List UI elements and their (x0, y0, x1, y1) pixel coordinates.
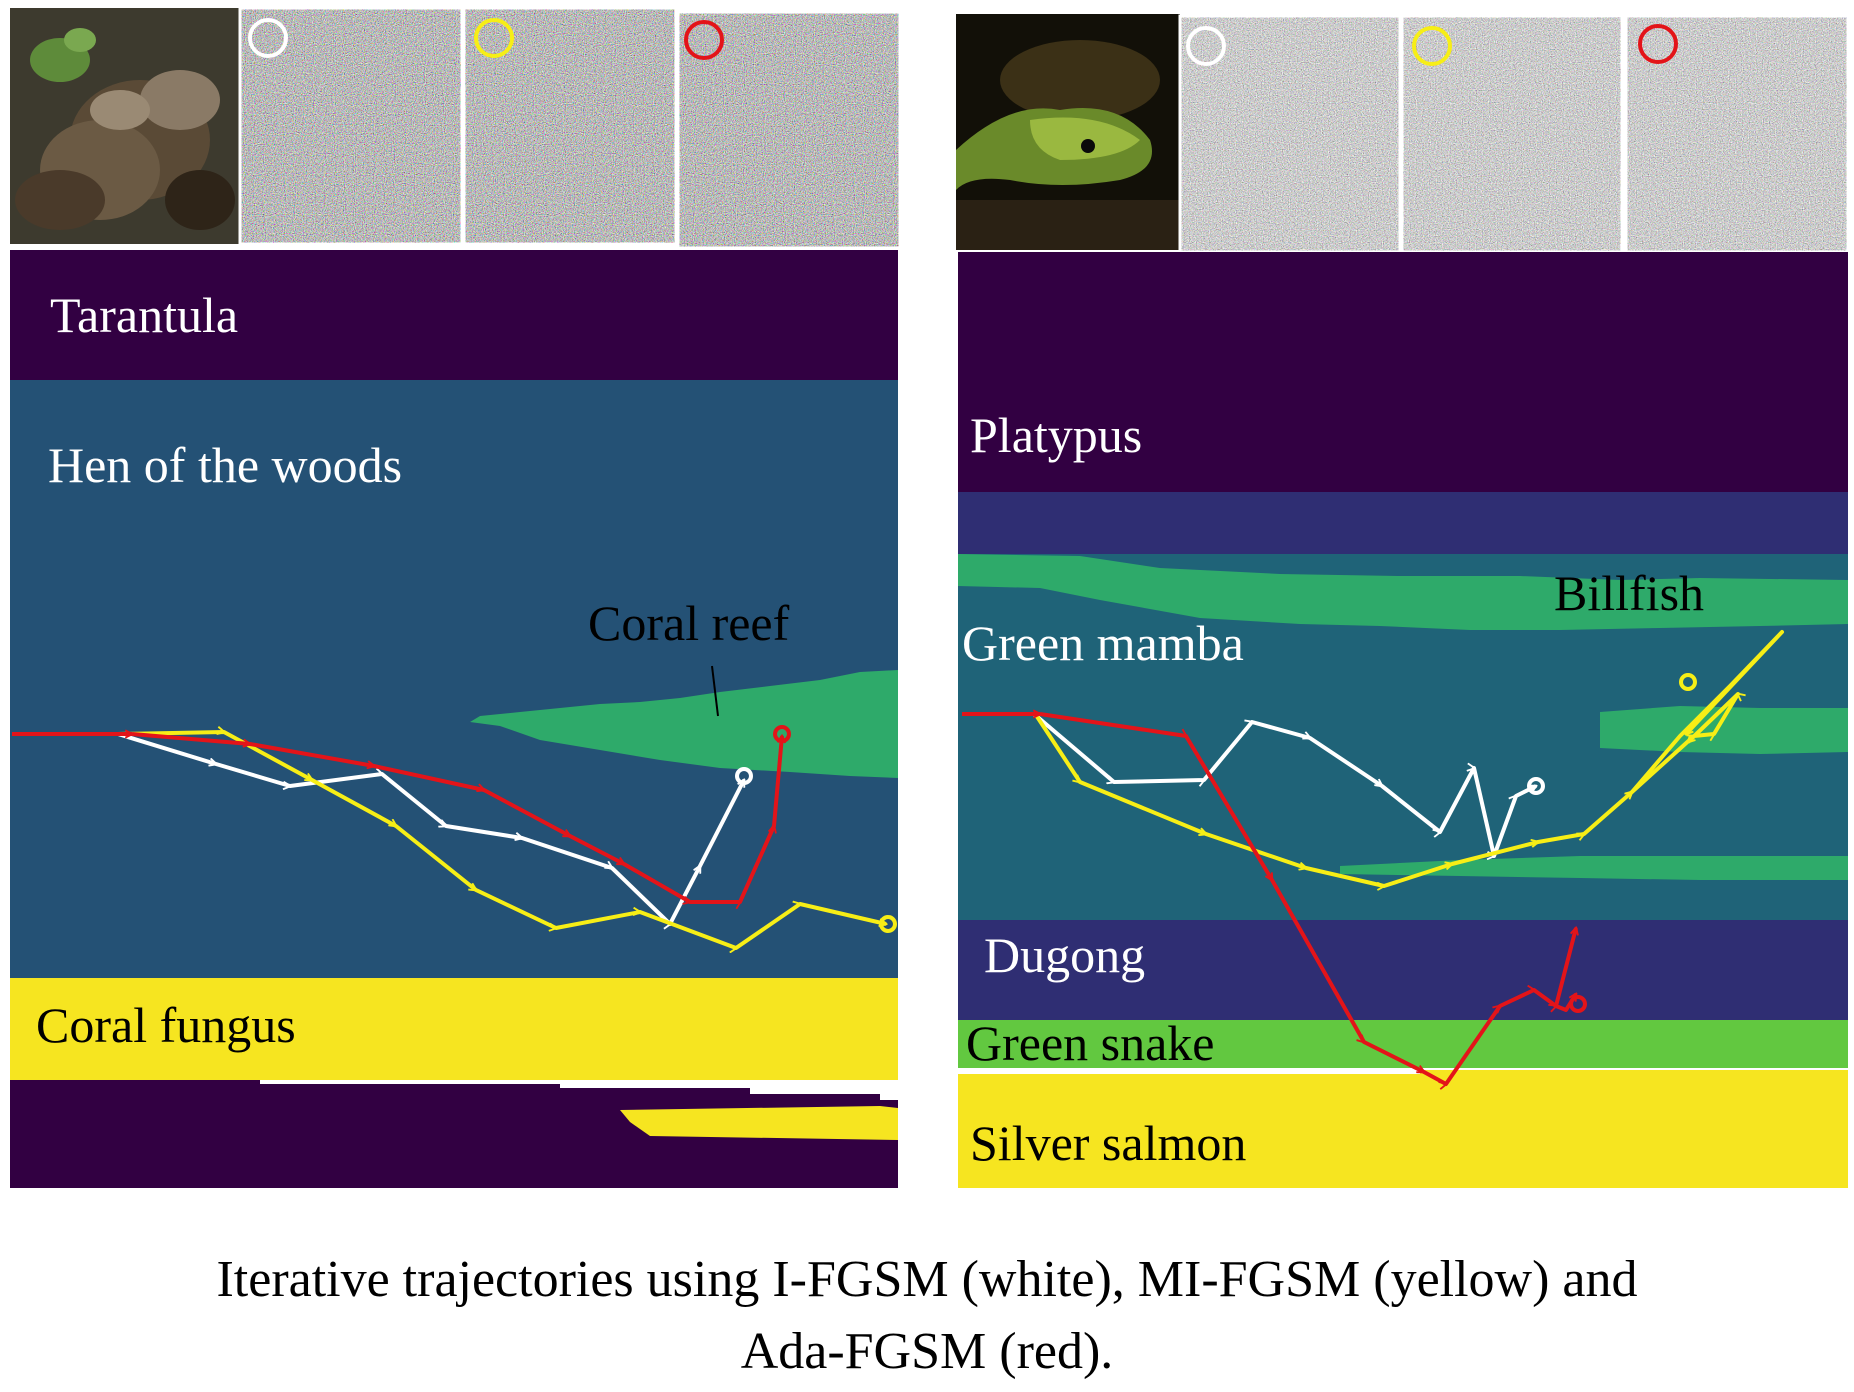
red-circle-marker (684, 20, 724, 60)
coral-reef-pointer (711, 665, 719, 717)
yellow-circle-marker (474, 18, 514, 58)
label-hen-of-the-woods: Hen of the woods (48, 437, 402, 493)
white-circle-marker (1186, 26, 1226, 66)
white-circle-marker (248, 18, 288, 58)
region-bottom-yellow-sliver (620, 1106, 898, 1140)
label-platypus: Platypus (970, 407, 1142, 463)
label-green-mamba: Green mamba (962, 615, 1244, 671)
left-red-endpoint (773, 725, 791, 743)
left-yellow-endpoint (879, 915, 897, 933)
left-red-path (131, 732, 782, 902)
right-trajectory-red (962, 712, 1587, 1084)
region-indigo-band (958, 492, 1848, 554)
right-yellow-final (1630, 630, 1784, 794)
caption-line-1: Iterative trajectories using I-FGSM (whi… (216, 1251, 1638, 1308)
region-billfish-lower-strip (1600, 706, 1848, 754)
left-noise-yellow (462, 6, 678, 246)
left-panel: Tarantula Hen of the woods Coral reef Co… (10, 6, 902, 1188)
region-bottom-dark (10, 1080, 898, 1188)
label-silver-salmon: Silver salmon (970, 1115, 1246, 1171)
left-original-photo (10, 8, 240, 244)
left-noise-red (676, 10, 902, 250)
right-yellow-endpoint (1679, 673, 1697, 691)
label-green-snake: Green snake (966, 1015, 1215, 1071)
right-thumbnails (956, 14, 1850, 254)
right-noise-white (1178, 14, 1402, 254)
right-red-path (1039, 712, 1576, 1084)
left-trajectory-red (12, 725, 791, 902)
right-original-photo (956, 14, 1180, 250)
label-coral-reef: Coral reef (588, 595, 790, 651)
yellow-circle-marker (1412, 26, 1452, 66)
right-noise-yellow (1400, 14, 1624, 254)
right-panel: Platypus Billfish Green mamba Dugong Gre… (956, 14, 1850, 1188)
label-coral-fungus: Coral fungus (36, 997, 296, 1053)
right-noise-red (1624, 14, 1850, 254)
region-platypus (958, 252, 1848, 492)
region-tarantula (10, 250, 898, 380)
region-coral-fungus (10, 978, 898, 1080)
caption-line-2: Ada-FGSM (red). (740, 1323, 1114, 1380)
label-tarantula: Tarantula (50, 287, 238, 343)
left-noise-white (238, 6, 464, 246)
right-red-endpoint (1569, 995, 1587, 1013)
region-silver-salmon (958, 1070, 1848, 1188)
left-thumbnails (10, 6, 902, 250)
region-billfish (958, 554, 1848, 630)
label-billfish: Billfish (1554, 565, 1704, 621)
label-dugong: Dugong (984, 927, 1145, 983)
red-circle-marker (1638, 24, 1678, 64)
